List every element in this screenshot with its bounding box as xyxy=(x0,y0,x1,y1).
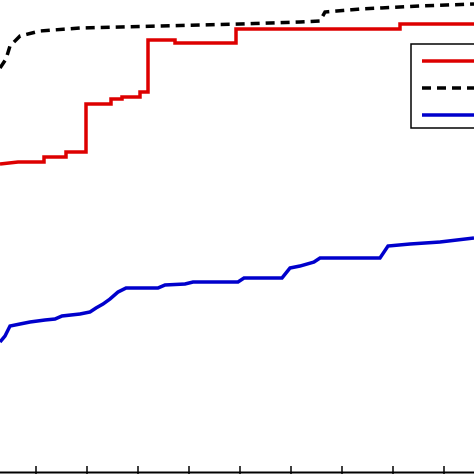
series-layer xyxy=(0,2,474,344)
legend-entries xyxy=(422,59,474,117)
series-line-2 xyxy=(0,22,474,166)
series-line-1 xyxy=(0,2,474,69)
legend xyxy=(410,43,474,129)
series-line-3 xyxy=(0,236,474,344)
tick-layer xyxy=(35,466,445,474)
